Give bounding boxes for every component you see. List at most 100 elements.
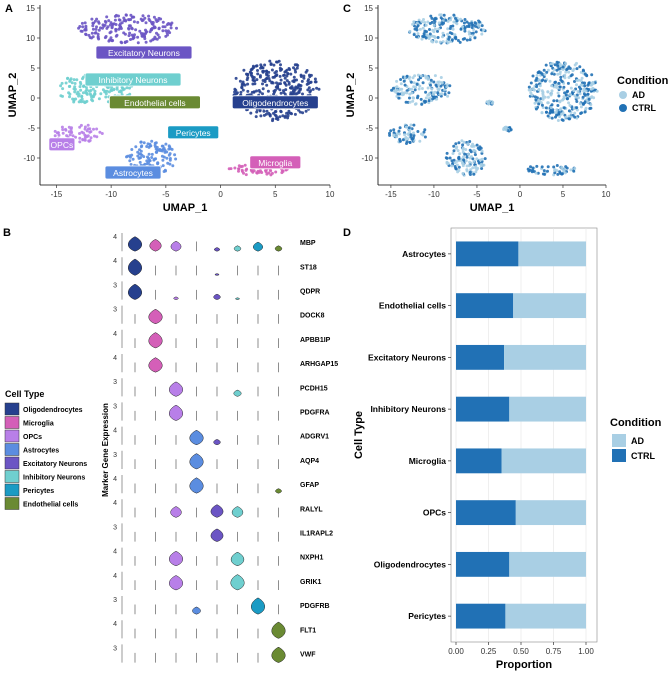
cell-point [78,125,82,129]
cell-point [462,21,466,25]
cell-point [132,15,136,19]
gene-label: GRIK1 [300,579,322,586]
row-max-label: 3 [113,597,117,604]
cell-point [437,88,440,92]
cell-point [258,108,262,112]
cell-point [84,33,88,37]
cell-point [452,20,456,24]
cell-point [255,89,258,93]
cell-point [309,81,312,84]
cell-point [96,32,100,36]
cell-point [85,99,89,103]
cell-point [566,81,570,85]
cell-point [553,81,557,84]
violin-shape [173,296,179,300]
cell-point [423,135,427,139]
cell-point [539,97,543,101]
cell-point [414,85,418,89]
cell-point [142,141,146,145]
cell-point [558,100,562,104]
cell-point [448,84,452,88]
cell-point [420,132,423,136]
cell-point [64,81,68,85]
legend-title: Cell Type [5,389,44,399]
cell-point [418,84,422,88]
cell-point [130,33,134,37]
cell-point [480,167,484,170]
violin-shape [128,283,142,300]
cell-point [86,127,90,131]
cell-point [399,82,403,86]
cell-point [304,109,308,113]
cell-point [263,63,267,67]
cell-point [480,149,484,153]
violin-shape [213,439,221,446]
legend-label-ad: AD [632,90,645,100]
cell-point [430,39,434,43]
cell-point [564,93,568,97]
row-max-label: 4 [113,428,117,435]
violin-shape [148,332,163,349]
cell-point [590,87,593,91]
cell-point [296,84,300,88]
cell-point [461,37,465,41]
cell-point [526,167,530,171]
row-max-label: 4 [113,621,117,628]
cell-point [558,62,562,66]
cell-point [578,65,582,69]
legend-swatch-oligodendrocytes [4,402,20,416]
cell-point [153,143,157,147]
cell-point [529,165,532,169]
cell-point [297,91,301,94]
cell-point [125,40,129,43]
cell-point [156,33,160,37]
violin-shape [169,575,183,591]
cell-point [302,76,306,80]
cell-point [114,13,118,17]
cell-point [395,88,399,92]
cell-point [166,161,170,165]
cell-point [388,133,392,137]
cell-point [422,130,426,134]
gene-label: GFAP [300,482,319,489]
cell-point [127,18,131,22]
cell-point [155,150,159,154]
cell-point [250,169,254,173]
cell-point [456,149,460,153]
cell-point [454,142,458,146]
cell-point [243,163,247,167]
cell-point [467,32,471,36]
cell-point [313,77,317,81]
cell-point [461,172,465,175]
cell-point [390,88,394,92]
cell-point [161,29,165,33]
legend-swatch-astrocytes [4,443,20,456]
cell-point [65,134,69,138]
cell-point [270,171,274,175]
cell-point [127,34,131,38]
cell-point [269,62,273,66]
cell-point [581,95,585,99]
cell-point [271,119,274,123]
cell-point [565,97,569,100]
bar-segment-ad [513,293,586,319]
bar-segment-ad [515,500,586,526]
cell-point [156,161,160,165]
row-max-label: 4 [113,355,117,362]
cell-point [93,89,97,93]
cell-point [90,98,94,102]
cell-point [422,32,426,36]
cell-point [573,80,576,83]
cell-point [279,63,282,67]
cell-point [509,128,513,132]
cell-point [437,83,441,87]
cell-point [261,92,264,96]
x-tick-label: 0 [518,190,523,199]
cell-point [315,86,319,90]
cell-point [279,78,283,82]
cell-point [556,119,560,122]
cell-point [240,82,244,86]
row-max-label: 3 [113,307,117,314]
cell-point [548,111,552,115]
cell-point [566,89,570,93]
